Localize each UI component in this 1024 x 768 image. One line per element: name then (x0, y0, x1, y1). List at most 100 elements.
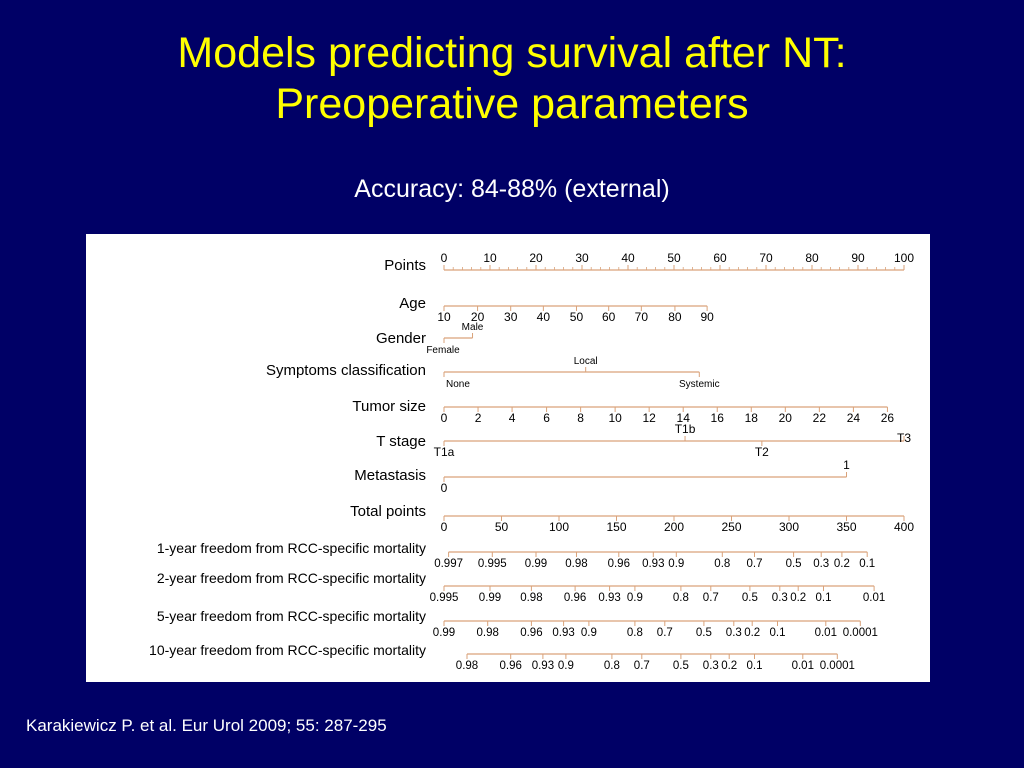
tick-label: 0.98 (456, 660, 478, 672)
tick-label: 0.99 (479, 592, 501, 604)
tick-label: 50 (570, 310, 584, 324)
nomogram-panel: Points 0 10 20 30 40 50 60 70 80 90 100 Age 10 20 30 40 5… (86, 234, 930, 682)
tick-label: 0.01 (792, 660, 814, 672)
tick-label: 250 (721, 520, 741, 534)
tick-label: 14 (677, 411, 691, 425)
tick-label: 22 (813, 411, 827, 425)
row-label: Symptoms classification (266, 362, 426, 379)
tick-label: 0.5 (786, 558, 802, 570)
tick-label: 50 (667, 251, 681, 265)
tick-label: 0.96 (564, 592, 586, 604)
row-label: Tumor size (352, 398, 426, 415)
tick-label: 0.98 (520, 592, 542, 604)
tick-label: 0.99 (433, 627, 455, 639)
row-label: T stage (376, 433, 426, 450)
tick-label: 70 (759, 251, 773, 265)
tick-label: 80 (668, 310, 682, 324)
tick-label: 0 (441, 481, 448, 495)
tick-label: 10 (483, 251, 497, 265)
tick-label: T1b (675, 422, 696, 436)
tick-label: 70 (635, 310, 649, 324)
tick-label: 0.96 (500, 660, 522, 672)
tick-label: 0.9 (581, 627, 597, 639)
tick-label: 0.5 (696, 627, 712, 639)
tick-label: 0.9 (627, 592, 643, 604)
tick-label: 8 (577, 411, 584, 425)
tick-label: 0.5 (742, 592, 758, 604)
tick-label: 0.3 (772, 592, 788, 604)
nomogram-row: 10-year freedom from RCC-specific mortal… (149, 642, 855, 672)
tick-label: 0.995 (478, 558, 507, 570)
tick-label: 0.93 (552, 627, 574, 639)
tick-label: 30 (575, 251, 589, 265)
tick-label: 0.1 (816, 592, 832, 604)
tick-label: 0.98 (477, 627, 499, 639)
tick-label: 60 (602, 310, 616, 324)
row-label: Total points (350, 503, 426, 520)
nomogram-row: Symptoms classification None Local Systemic (266, 356, 720, 390)
tick-label: 0.93 (532, 660, 554, 672)
tick-label: 0.1 (770, 627, 786, 639)
tick-label: 40 (537, 310, 551, 324)
tick-label: 0.997 (434, 558, 463, 570)
tick-label: 0.3 (726, 627, 742, 639)
slide-title: Models predicting survival after NT: Pre… (0, 28, 1024, 130)
row-label: Gender (376, 330, 426, 347)
tick-label: 16 (711, 411, 725, 425)
tick-label: 0.99 (525, 558, 547, 570)
tick-label: 0.01 (815, 627, 837, 639)
tick-label: Female (426, 345, 460, 356)
tick-label: 0.9 (558, 660, 574, 672)
tick-label: 0.5 (673, 660, 689, 672)
nomogram-row: T stage T1a T1b T2 T3 (376, 422, 911, 459)
tick-label: 0.8 (604, 660, 620, 672)
tick-label: 0.7 (634, 660, 650, 672)
tick-label: 0.93 (598, 592, 620, 604)
tick-label: 0.2 (790, 592, 806, 604)
tick-label: 2 (475, 411, 482, 425)
tick-label: 0.98 (565, 558, 587, 570)
tick-label: 400 (894, 520, 914, 534)
tick-label: 0.96 (520, 627, 542, 639)
tick-label: 30 (504, 310, 518, 324)
tick-label: 150 (606, 520, 626, 534)
tick-label: T3 (897, 431, 911, 445)
tick-label: 0 (441, 411, 448, 425)
tick-label: 80 (805, 251, 819, 265)
nomogram-row: Age 10 20 30 40 50 60 70 80 90 (399, 295, 714, 324)
tick-label: 350 (836, 520, 856, 534)
tick-label: 100 (894, 251, 914, 265)
tick-label: 1 (843, 458, 850, 472)
tick-label: 0.0001 (820, 660, 855, 672)
tick-label: 0.8 (627, 627, 643, 639)
tick-label: 20 (471, 310, 485, 324)
nomogram-row: 5-year freedom from RCC-specific mortali… (157, 608, 878, 639)
tick-label: 0.1 (859, 558, 875, 570)
row-label: Metastasis (354, 467, 426, 484)
nomogram-row: Metastasis 0 1 (354, 458, 850, 495)
tick-label: 0.9 (668, 558, 684, 570)
tick-label: Systemic (679, 379, 720, 390)
tick-label: 0.0001 (843, 627, 878, 639)
tick-label: 6 (543, 411, 550, 425)
tick-label: 0.7 (703, 592, 719, 604)
tick-label: T2 (755, 445, 769, 459)
tick-label: Male (462, 322, 484, 333)
tick-label: 300 (779, 520, 799, 534)
tick-label: 0.8 (714, 558, 730, 570)
tick-label: 20 (529, 251, 543, 265)
tick-label: 10 (608, 411, 622, 425)
tick-label: 0.7 (657, 627, 673, 639)
row-label: Age (399, 295, 426, 312)
accuracy-subtitle: Accuracy: 84-88% (external) (354, 175, 670, 203)
tick-label: 0.1 (747, 660, 763, 672)
nomogram-row: 1-year freedom from RCC-specific mortali… (157, 540, 875, 570)
tick-label: 60 (713, 251, 727, 265)
nomogram-row: 2-year freedom from RCC-specific mortali… (157, 570, 885, 604)
tick-label: 26 (881, 411, 895, 425)
row-label: 1-year freedom from RCC-specific mortali… (157, 540, 426, 556)
tick-label: 0 (441, 251, 448, 265)
tick-label: 24 (847, 411, 861, 425)
citation: Karakiewicz P. et al. Eur Urol 2009; 55:… (26, 716, 387, 735)
